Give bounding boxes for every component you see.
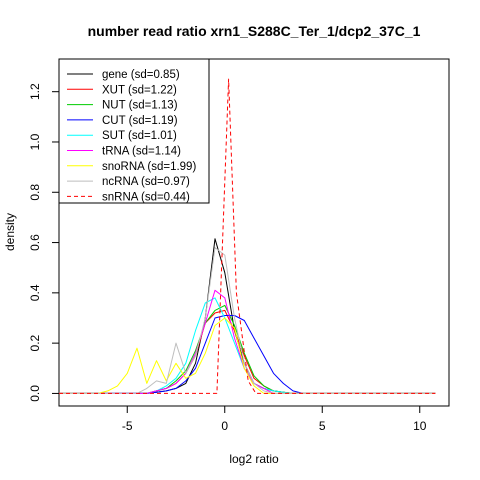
series-line-3 bbox=[59, 315, 436, 394]
series-line-1 bbox=[59, 309, 436, 394]
y-tick-label: 0.2 bbox=[28, 334, 42, 351]
legend-label: XUT (sd=1.22) bbox=[102, 84, 177, 96]
x-tick-label: -5 bbox=[122, 419, 133, 433]
y-tick-label: 0.8 bbox=[28, 184, 42, 201]
chart-title: number read ratio xrn1_S288C_Ter_1/dcp2_… bbox=[88, 23, 421, 39]
y-tick-label: 0.4 bbox=[28, 284, 42, 301]
y-tick-label: 0.0 bbox=[28, 385, 42, 402]
y-axis: 0.0 0.2 0.4 0.6 0.8 1.0 1.2 bbox=[28, 83, 60, 402]
legend-label: NUT (sd=1.13) bbox=[102, 100, 178, 112]
x-tick-label: 5 bbox=[319, 419, 326, 433]
y-tick-label: 1.0 bbox=[28, 133, 42, 150]
x-axis-label: log2 ratio bbox=[229, 452, 279, 466]
legend-label: tRNA (sd=1.14) bbox=[102, 146, 181, 158]
series-line-4 bbox=[59, 297, 436, 394]
legend-label: ncRNA (sd=0.97) bbox=[102, 176, 190, 188]
series-line-2 bbox=[59, 304, 436, 394]
series-line-8 bbox=[59, 78, 436, 394]
legend-label: gene (sd=0.85) bbox=[102, 69, 180, 81]
x-tick-label: 0 bbox=[221, 419, 228, 433]
legend-label: CUT (sd=1.19) bbox=[102, 115, 178, 127]
x-axis: -5 0 5 10 bbox=[122, 405, 427, 433]
legend: gene (sd=0.85) XUT (sd=1.22) NUT (sd=1.13)… bbox=[58, 58, 210, 204]
legend-label: snoRNA (sd=1.99) bbox=[102, 161, 196, 173]
y-axis-label: density bbox=[3, 213, 17, 251]
series-line-7 bbox=[59, 247, 436, 394]
legend-label: SUT (sd=1.01) bbox=[102, 130, 177, 142]
y-tick-label: 0.6 bbox=[28, 234, 42, 251]
legend-box bbox=[58, 58, 210, 204]
x-tick-label: 10 bbox=[413, 419, 427, 433]
series-line-5 bbox=[59, 289, 436, 394]
legend-label: snRNA (sd=0.44) bbox=[102, 191, 190, 203]
series-lines bbox=[59, 78, 436, 394]
series-line-6 bbox=[59, 317, 436, 394]
y-tick-label: 1.2 bbox=[28, 83, 42, 100]
